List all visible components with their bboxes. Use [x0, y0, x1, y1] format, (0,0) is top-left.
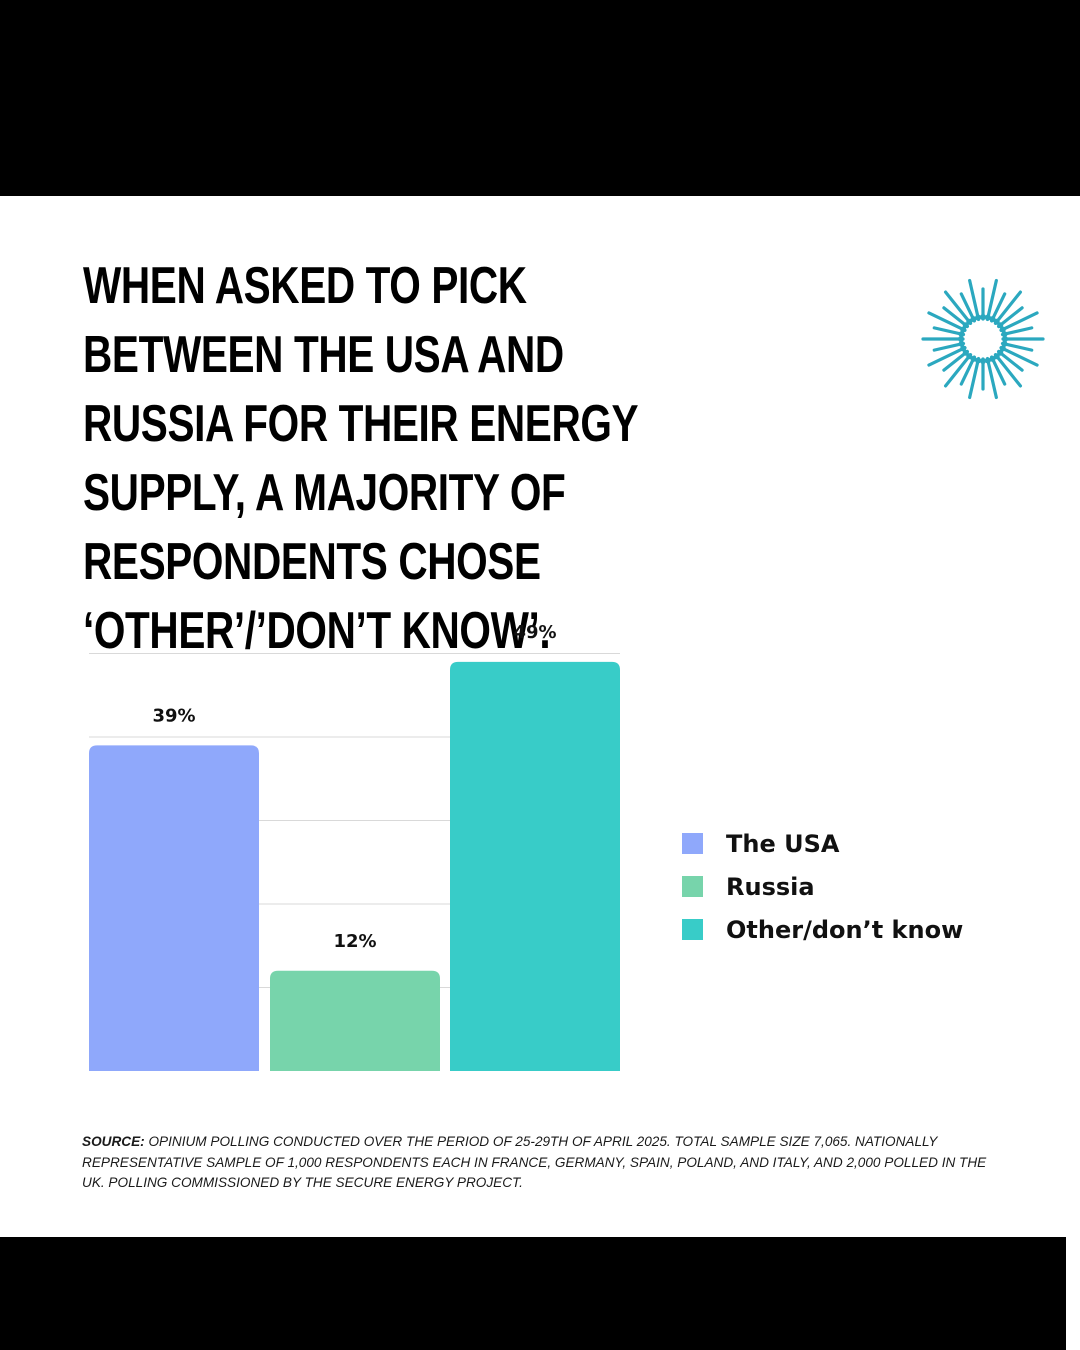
legend-item-other: Other/don’t know [682, 908, 963, 951]
logo-ray [985, 356, 998, 400]
value-label-usa: 39% [152, 705, 195, 726]
logo-ray [993, 290, 1023, 325]
sunburst-logo-icon [921, 278, 1045, 400]
value-label-other: 49% [513, 622, 556, 643]
bottom-black-band [0, 1237, 1066, 1350]
bar-usa [89, 745, 259, 1071]
legend-swatch-other [682, 919, 703, 940]
logo-ray-dot [1002, 336, 1008, 342]
logo-ray-dot [980, 314, 986, 320]
source-text: Opinium polling conducted over the perio… [82, 1134, 987, 1190]
value-labels: 39% 12% 49% [152, 622, 556, 952]
logo-ray-dot [958, 336, 964, 342]
legend-swatch-russia [682, 876, 703, 897]
legend-label-other: Other/don’t know [726, 915, 964, 944]
logo-ray-dot [989, 355, 996, 362]
logo-ray-dot [960, 345, 967, 352]
legend-label-usa: The USA [726, 829, 840, 858]
logo-ray [990, 292, 1007, 323]
legend-item-russia: Russia [682, 865, 963, 908]
logo-ray-dot [958, 340, 965, 347]
bar-chart: 39% 12% 49% [89, 622, 620, 1071]
legend-swatch-usa [682, 833, 703, 854]
logo-ray-dot [975, 314, 982, 321]
legend-label-russia: Russia [726, 872, 815, 901]
logo-ray [985, 278, 998, 322]
value-label-russia: 12% [333, 931, 376, 952]
legend-item-usa: The USA [682, 822, 963, 865]
logo-ray-dot [975, 357, 982, 364]
logo-ray [927, 311, 967, 332]
bars [89, 661, 620, 1071]
source-note: Source: Opinium polling conducted over t… [82, 1132, 1002, 1194]
logo-ray [959, 292, 976, 323]
logo-ray [927, 346, 967, 367]
logo-ray [993, 353, 1023, 388]
logo-ray-dot [980, 358, 986, 364]
logo-ray [943, 290, 973, 325]
logo-ray [999, 311, 1039, 332]
logo-ray [968, 356, 981, 400]
logo-ray [990, 355, 1007, 386]
logo-ray [943, 353, 973, 388]
logo-ray [999, 346, 1039, 367]
chart-legend: The USA Russia Other/don’t know [682, 822, 963, 951]
source-label: Source: [82, 1134, 145, 1149]
logo-ray-dot [999, 326, 1006, 333]
logo-ray-dot [958, 331, 965, 338]
top-black-band [0, 0, 1080, 196]
logo-ray-dot [1001, 331, 1008, 338]
logo-ray-dot [1001, 340, 1008, 347]
logo-ray-dot [984, 314, 991, 321]
logo-ray-dot [984, 357, 991, 364]
logo-ray [959, 355, 976, 386]
logo-ray [968, 278, 981, 322]
logo-ray-dot [970, 316, 977, 323]
headline: When asked to pick between the USA and R… [83, 257, 638, 660]
bar-russia [270, 970, 440, 1071]
bar-other [450, 661, 620, 1071]
